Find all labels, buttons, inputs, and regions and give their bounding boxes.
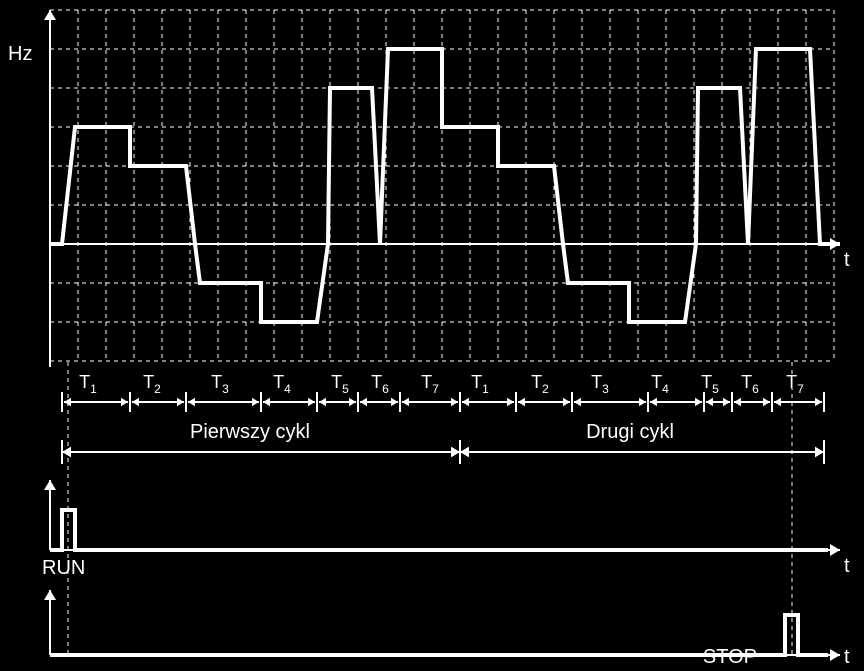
svg-text:T5: T5 [331, 372, 349, 396]
svg-text:T3: T3 [211, 372, 229, 396]
svg-text:T3: T3 [591, 372, 609, 396]
timing-diagram: HztT1T2T3T4T5T6T7T1T2T3T4T5T6T7Pierwszy … [0, 0, 864, 671]
cycle-label-second: Drugi cykl [586, 421, 674, 443]
svg-text:T7: T7 [786, 372, 804, 396]
svg-text:T2: T2 [143, 372, 161, 396]
svg-text:T1: T1 [471, 372, 489, 396]
svg-text:t: t [844, 646, 850, 668]
frequency-waveform [50, 49, 840, 322]
run-label: RUN [42, 557, 85, 579]
svg-text:T6: T6 [741, 372, 759, 396]
cycle-label-first: Pierwszy cykl [190, 421, 310, 443]
svg-text:T2: T2 [531, 372, 549, 396]
svg-text:Hz: Hz [8, 43, 32, 65]
svg-text:T4: T4 [273, 372, 291, 396]
svg-text:T4: T4 [651, 372, 669, 396]
run-pulse [50, 510, 828, 550]
svg-text:T1: T1 [79, 372, 97, 396]
svg-text:T6: T6 [371, 372, 389, 396]
svg-text:t: t [844, 555, 850, 577]
stop-label: STOP [703, 646, 757, 668]
svg-text:T7: T7 [421, 372, 439, 396]
svg-text:t: t [844, 249, 850, 271]
